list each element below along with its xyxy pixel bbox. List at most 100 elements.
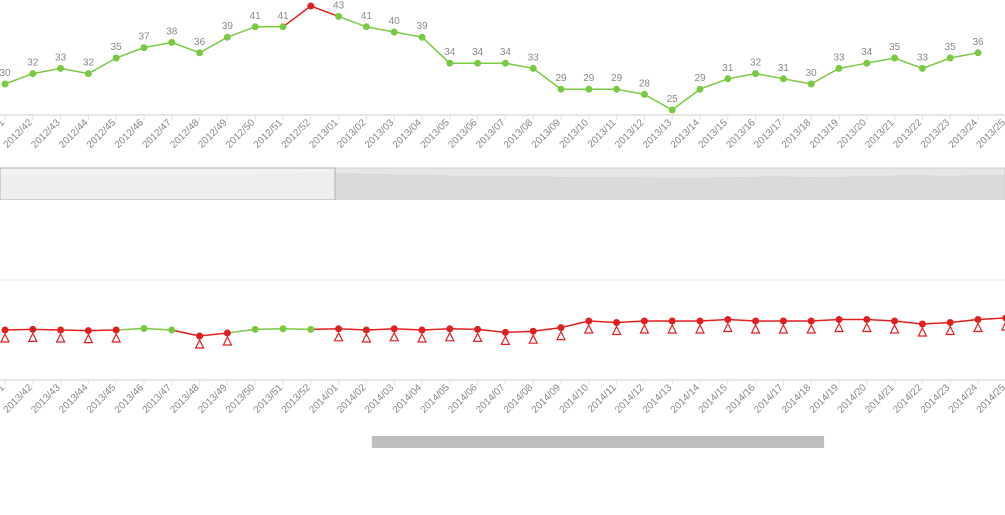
chart1-point bbox=[252, 24, 258, 30]
chart2-triangle bbox=[390, 333, 398, 341]
chart1-point bbox=[280, 24, 286, 30]
scrubber1-svg[interactable] bbox=[0, 160, 1005, 200]
chart1-point bbox=[169, 39, 175, 45]
chart1-xlabel: 2013/24 bbox=[947, 117, 981, 151]
chart2-point bbox=[975, 317, 981, 323]
chart1-value-label: 41 bbox=[361, 11, 373, 22]
chart1-xlabel: 2013/05 bbox=[419, 117, 453, 151]
chart1-value-label: 30 bbox=[806, 68, 818, 79]
chart1-xlabel: 2013/23 bbox=[919, 117, 953, 151]
chart1-xlabel: 2012/44 bbox=[57, 117, 91, 151]
chart1-point bbox=[447, 60, 453, 66]
chart1-value-label: 30 bbox=[0, 68, 11, 79]
chart1-xlabel: 2013/22 bbox=[891, 117, 925, 151]
chart1-point bbox=[502, 60, 508, 66]
chart1-point bbox=[113, 55, 119, 61]
chart2-point bbox=[892, 318, 898, 324]
chart1-value-label: 32 bbox=[83, 58, 95, 69]
chart2-point bbox=[864, 317, 870, 323]
chart2-point bbox=[113, 327, 119, 333]
chart1-value-label: 32 bbox=[27, 58, 39, 69]
chart1-value-label: 33 bbox=[528, 52, 540, 63]
chart1-point bbox=[836, 65, 842, 71]
chart2-xlabel: 2013/47 bbox=[141, 382, 175, 416]
chart2-point bbox=[947, 320, 953, 326]
chart1-point bbox=[697, 86, 703, 92]
chart1-value-label: 41 bbox=[250, 11, 262, 22]
chart2-xlabel: 2014/03 bbox=[363, 382, 397, 416]
chart2-xlabel: 2013/48 bbox=[168, 382, 202, 416]
chart1-xlabel: 2013/16 bbox=[724, 117, 758, 151]
chart1-xlabel: 2013/08 bbox=[502, 117, 536, 151]
chart2-point bbox=[224, 330, 230, 336]
chart1-value-label: 25 bbox=[667, 94, 679, 105]
chart2-point bbox=[808, 318, 814, 324]
chart2-triangle bbox=[891, 325, 899, 333]
chart1-value-label: 45 bbox=[305, 0, 317, 1]
scrubber1-selection[interactable] bbox=[0, 168, 335, 200]
chart1-xlabel: 2013/13 bbox=[641, 117, 675, 151]
chart1-xlabel: 2013/21 bbox=[863, 117, 897, 151]
chart1-value-label: 29 bbox=[583, 73, 595, 84]
chart2-point bbox=[30, 326, 36, 332]
chart2-xlabel: 2013/52 bbox=[280, 382, 314, 416]
chart1-xlabel: 2012/52 bbox=[280, 117, 314, 151]
chart2-xlabel: 2014/16 bbox=[724, 382, 758, 416]
chart2-xlabel: 2014/13 bbox=[641, 382, 675, 416]
chart2-point bbox=[85, 328, 91, 334]
chart2-triangle bbox=[918, 328, 926, 336]
chart1-point bbox=[336, 13, 342, 19]
scrubber2-panel[interactable] bbox=[0, 436, 1005, 448]
chart2-xlabel: 2013/46 bbox=[113, 382, 147, 416]
chart2-xlabel: 2014/18 bbox=[780, 382, 814, 416]
scrubber2-bar[interactable] bbox=[372, 436, 824, 448]
chart1-point bbox=[391, 29, 397, 35]
chart2-point bbox=[419, 327, 425, 333]
chart2-xlabel: 2014/15 bbox=[697, 382, 731, 416]
chart1-xlabel: 2013/09 bbox=[530, 117, 564, 151]
chart2-point bbox=[280, 326, 286, 332]
chart1-point bbox=[475, 60, 481, 66]
chart1-value-label: 41 bbox=[277, 11, 289, 22]
chart1-svg: 2012/412012/422012/432012/442012/452012/… bbox=[0, 0, 1005, 160]
chart2-xlabel: 2013/44 bbox=[57, 382, 91, 416]
chart1-value-label: 28 bbox=[639, 78, 651, 89]
chart1-value-label: 34 bbox=[472, 47, 484, 58]
chart1-xlabel: 2012/49 bbox=[196, 117, 230, 151]
chart2-point bbox=[2, 327, 8, 333]
chart1-xlabel: 2013/06 bbox=[446, 117, 480, 151]
chart1-value-label: 39 bbox=[416, 21, 428, 32]
chart2-point bbox=[641, 318, 647, 324]
chart1-value-label: 39 bbox=[222, 21, 234, 32]
chart1-xlabel: 2013/19 bbox=[808, 117, 842, 151]
chart2-xlabel: 2013/49 bbox=[196, 382, 230, 416]
chart2-point bbox=[697, 318, 703, 324]
chart1-point bbox=[58, 65, 64, 71]
chart1-point bbox=[558, 86, 564, 92]
chart1-value-label: 34 bbox=[500, 47, 512, 58]
chart2-triangle bbox=[974, 324, 982, 332]
chart2-xlabel: 2014/08 bbox=[502, 382, 536, 416]
chart1-value-label: 31 bbox=[722, 63, 734, 74]
chart2-triangle bbox=[112, 334, 120, 342]
chart1-point bbox=[586, 86, 592, 92]
scrubber2-svg[interactable] bbox=[0, 436, 1005, 448]
chart1-point bbox=[753, 71, 759, 77]
chart1-point bbox=[669, 107, 675, 113]
chart1-point bbox=[224, 34, 230, 40]
chart1-point bbox=[530, 65, 536, 71]
chart2-triangle bbox=[362, 334, 370, 342]
chart2-triangle bbox=[501, 336, 509, 344]
chart2-triangle bbox=[446, 333, 454, 341]
chart2-xlabel: 2014/20 bbox=[836, 382, 870, 416]
chart1-value-label: 32 bbox=[750, 58, 762, 69]
chart2-xlabel: 2013/45 bbox=[85, 382, 119, 416]
chart2-point bbox=[669, 318, 675, 324]
chart2-triangle bbox=[668, 325, 676, 333]
chart1-panel: 2012/412012/422012/432012/442012/452012/… bbox=[0, 0, 1005, 160]
chart2-xlabel: 2014/23 bbox=[919, 382, 953, 416]
scrubber1-panel[interactable] bbox=[0, 160, 1005, 200]
chart2-xlabel: 2014/01 bbox=[307, 382, 341, 416]
chart2-point bbox=[530, 328, 536, 334]
chart2-triangle bbox=[57, 334, 65, 342]
